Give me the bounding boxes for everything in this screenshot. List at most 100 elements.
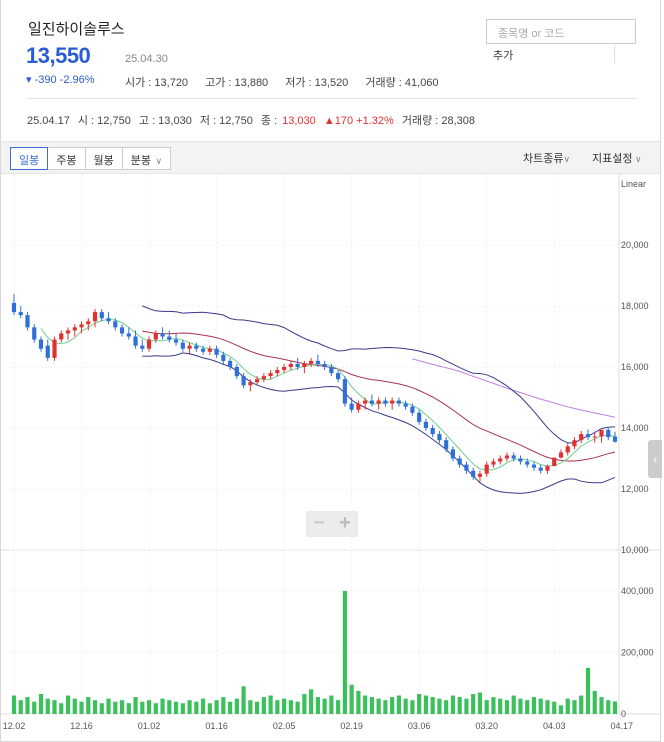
candle-body — [140, 345, 145, 349]
hover-open: 시 : 12,750 — [77, 115, 131, 127]
volume-bar — [268, 695, 273, 714]
tab-daily[interactable]: 일봉 — [10, 147, 49, 170]
candle-body — [79, 324, 84, 328]
volume-bar — [221, 697, 226, 714]
candle-body — [153, 333, 158, 340]
candle-body — [585, 434, 591, 438]
zoom-in-button[interactable]: + — [339, 512, 351, 534]
volume-bar — [302, 694, 307, 714]
volume-bar — [99, 703, 104, 714]
price-tick-label: 12,000 — [621, 484, 649, 494]
hover-high: 고 : 13,030 — [138, 115, 192, 127]
chart-type-dropdown[interactable]: 차트종류∨ — [523, 150, 570, 166]
candle-body — [275, 370, 280, 374]
volume-bar — [396, 695, 402, 714]
date-tick-label: 12.16 — [70, 721, 93, 731]
date-tick-label: 12.02 — [3, 721, 26, 731]
hover-change: ▲170 +1.32% — [323, 115, 394, 127]
volume-bar — [59, 703, 64, 714]
candle-body — [484, 464, 489, 474]
volume-bar — [52, 700, 57, 714]
candle-body — [390, 400, 395, 404]
candle-body — [133, 336, 138, 346]
volume-bar — [187, 700, 192, 714]
price-tick-label: 20,000 — [621, 240, 649, 250]
tab-monthly[interactable]: 월봉 — [84, 147, 123, 170]
candle-body — [99, 312, 104, 319]
volume-bar — [167, 700, 172, 714]
candle-body — [430, 428, 435, 435]
bollinger-lower-line — [142, 352, 616, 494]
volume-bar — [558, 705, 564, 714]
volume-bar — [72, 698, 77, 714]
volume-bar — [363, 695, 368, 714]
volume-bar — [146, 700, 152, 714]
volume-bar — [227, 701, 233, 714]
side-panel-toggle[interactable]: ‹ — [648, 440, 662, 478]
stock-search-input[interactable]: 종목명 or 코드 — [486, 19, 636, 44]
volume-bar — [309, 689, 314, 714]
volume-bar — [430, 697, 435, 714]
candle-body — [491, 461, 496, 465]
volume-bar — [248, 700, 253, 714]
candle-body — [396, 400, 402, 404]
candle-body — [579, 434, 584, 441]
volume-bar — [457, 697, 462, 714]
tab-weekly[interactable]: 주봉 — [47, 147, 86, 170]
volume-bar — [106, 698, 111, 714]
candle-body — [552, 457, 557, 467]
volume-tick-label: 400,000 — [621, 586, 654, 596]
candle-body — [565, 446, 570, 453]
volume-bar — [403, 698, 408, 714]
candle-body — [106, 318, 111, 322]
zoom-out-button[interactable]: − — [313, 512, 325, 534]
candle-body — [545, 466, 550, 471]
candle-body — [160, 333, 165, 337]
volume-bar — [376, 698, 381, 714]
price-chart[interactable]: 10,000 12,000 14,000 16,000 18,000 20,000 Line… — [0, 174, 661, 742]
candle-body — [423, 421, 429, 428]
volume-bar — [579, 695, 584, 714]
volume-bar — [288, 700, 293, 714]
candle-body — [52, 339, 57, 358]
candle-body — [255, 379, 260, 383]
volume-bar — [437, 698, 442, 714]
indicator-settings-dropdown[interactable]: 지표설정 ∨ — [592, 150, 642, 166]
daily-stats: 시가 : 13,720 고가 : 13,880 저가 : 13,520 거래량 … — [125, 74, 453, 90]
candle-body — [612, 436, 618, 442]
candle-body — [498, 458, 503, 462]
volume-bar — [133, 697, 138, 714]
candle-body — [295, 363, 300, 367]
add-button[interactable]: 추가 — [487, 45, 615, 63]
hover-close: 13,030 — [282, 115, 316, 127]
volume-bar — [518, 698, 523, 714]
volume-bar — [160, 698, 165, 714]
candle-body — [268, 373, 273, 377]
ma5-line — [40, 318, 616, 471]
candle-body — [59, 333, 64, 340]
candle-body — [200, 348, 206, 352]
volume-bar — [585, 667, 591, 714]
tab-minute[interactable]: 분봉 ∨ — [121, 147, 172, 170]
stock-name: 일진하이솔루스 — [28, 21, 125, 38]
chevron-down-icon: ∨ — [563, 154, 571, 164]
candle-body — [302, 363, 307, 367]
volume-bar — [295, 701, 300, 714]
ma20-line — [142, 330, 616, 462]
price-tick-label: 18,000 — [621, 301, 649, 311]
volume-bar — [234, 698, 239, 714]
date-tick-label: 01.16 — [205, 721, 228, 731]
volume-bar — [552, 701, 557, 714]
volume-bar — [545, 700, 550, 714]
volume-bar — [18, 700, 23, 714]
volume-tick-label: 0 — [621, 709, 626, 719]
volume-bar — [255, 701, 260, 714]
volume-bar — [410, 700, 415, 714]
date-tick-label: 04.03 — [543, 721, 566, 731]
volume-bar — [241, 686, 246, 714]
volume-bar — [599, 697, 604, 714]
candle-body — [227, 360, 233, 367]
candle-body — [146, 339, 152, 349]
volume-bar — [207, 703, 212, 714]
period-tabs: 일봉 주봉 월봉 분봉 ∨ — [10, 147, 172, 170]
